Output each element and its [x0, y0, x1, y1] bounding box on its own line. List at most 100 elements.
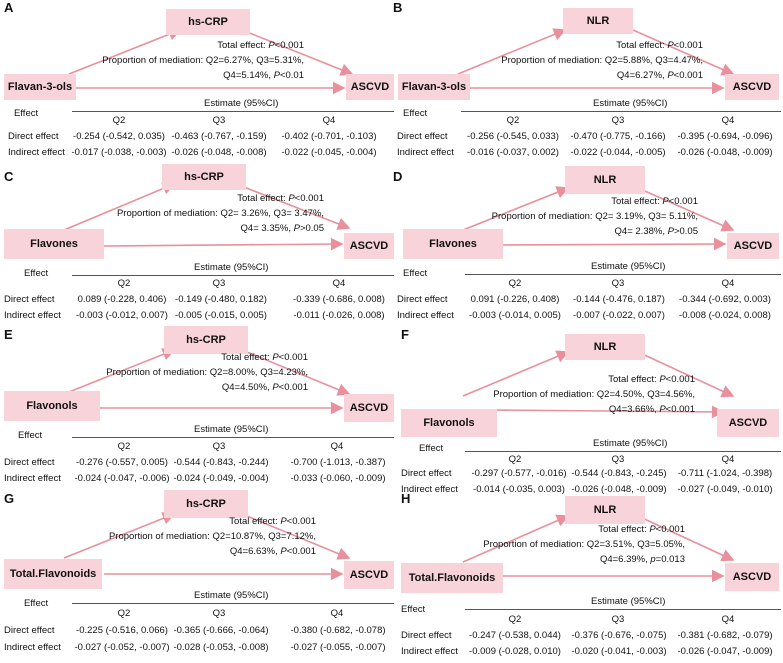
table-cell: -0.254 (-0.542, 0.035)	[73, 131, 165, 142]
table-rule	[72, 603, 394, 604]
table-cell: -0.027 (-0.049, -0.010)	[677, 484, 773, 495]
column-header: Q3	[212, 441, 226, 452]
column-header: Q2	[112, 115, 126, 126]
panel-b: B NLR Flavan-3-ols ASCVD Total effect: P…	[393, 0, 783, 165]
path-arrows	[68, 28, 354, 95]
panel-letter: F	[401, 327, 409, 342]
estimate-header: Estimate (95%CI)	[591, 596, 666, 607]
exposure-box: Flavones	[403, 229, 503, 259]
table-cell: -0.005 (-0.015, 0.005)	[175, 310, 267, 321]
stats-text: Total effect: P<0.001 Proportion of medi…	[106, 352, 308, 393]
exposure-box: Flavan-3-ols	[398, 74, 470, 100]
panel-letter: D	[393, 169, 403, 184]
table-cell: -0.402 (-0.701, -0.103)	[281, 131, 377, 142]
path-arrows	[462, 186, 735, 251]
row-label: Direct effect	[397, 131, 448, 142]
exposure-box: Flavonols	[401, 409, 497, 437]
table-cell: -0.028 (-0.053, -0.008)	[173, 642, 269, 653]
table-cell: -0.020 (-0.041, -0.003)	[571, 646, 667, 657]
table-cell: -0.022 (-0.045, -0.004)	[281, 147, 377, 158]
row-label: Indirect effect	[397, 310, 454, 321]
effect-header: Effect	[403, 268, 428, 279]
table-rule	[461, 111, 781, 112]
path-arrows	[462, 514, 735, 583]
estimate-header: Estimate (95%CI)	[194, 424, 269, 435]
column-header: Q2	[508, 278, 522, 289]
outcome-box: ASCVD	[725, 563, 779, 591]
estimate-header: Estimate (95%CI)	[194, 590, 269, 601]
table-cell: 0.091 (-0.226, 0.408)	[470, 294, 560, 305]
table-cell: -0.376 (-0.676, -0.075)	[571, 630, 667, 641]
column-header: Q3	[611, 115, 625, 126]
table-cell: -0.033 (-0.060, -0.009)	[290, 473, 386, 484]
column-header: Q4	[330, 441, 344, 452]
table-cell: -0.247 (-0.538, 0.044)	[469, 630, 561, 641]
row-label: Indirect effect	[401, 646, 458, 657]
table-cell: -0.339 (-0.686, 0.008)	[293, 294, 385, 305]
panel-f: F NLR Flavonols ASCVD Total effect: P<0.…	[393, 327, 783, 495]
row-label: Direct effect	[4, 457, 55, 468]
column-header: Q3	[212, 608, 226, 619]
row-label: Indirect effect	[4, 642, 61, 653]
table-cell: -0.003 (-0.012, 0.007)	[76, 310, 168, 321]
column-header: Q2	[506, 115, 520, 126]
panel-letter: E	[4, 327, 13, 342]
outcome-box: ASCVD	[346, 74, 394, 100]
column-header: Q2	[117, 441, 131, 452]
column-header: Q4	[721, 278, 735, 289]
table-cell: -0.027 (-0.052, -0.007)	[74, 642, 170, 653]
panel-c: C hs-CRP Flavones ASCVD Total effect: P<…	[4, 164, 394, 331]
table-cell: -0.544 (-0.843, -0.244)	[173, 457, 269, 468]
row-label: Direct effect	[397, 294, 448, 305]
row-label: Direct effect	[401, 630, 452, 641]
row-label: Direct effect	[4, 625, 55, 636]
table-cell: -0.027 (-0.055, -0.007)	[290, 642, 386, 653]
exposure-box: Flavones	[4, 229, 104, 259]
outcome-box: ASCVD	[727, 233, 779, 259]
panel-letter: B	[393, 0, 403, 15]
column-header: Q2	[117, 608, 131, 619]
table-cell: 0.089 (-0.228, 0.406)	[77, 294, 167, 305]
panel-a: A hs-CRP Flavan-3-ols ASCVD Total effect…	[4, 0, 394, 165]
table-cell: -0.011 (-0.026, 0.008)	[293, 310, 385, 321]
table-cell: -0.144 (-0.476, 0.187)	[573, 294, 665, 305]
table-cell: -0.014 (-0.035, 0.003)	[473, 484, 565, 495]
mediator-box: NLR	[565, 334, 645, 360]
row-label: Direct effect	[8, 131, 59, 142]
effect-header: Effect	[401, 604, 426, 615]
stats-text: Total effect: P<0.001 Proportion of medi…	[483, 524, 685, 565]
effect-header: Effect	[18, 430, 43, 441]
stats-text: Total effect: P<0.001 Proportion of medi…	[116, 193, 324, 234]
stats-text: Total effect: P<0.001 Proportion of medi…	[493, 374, 695, 415]
table-cell: -0.026 (-0.047, -0.009)	[677, 646, 773, 657]
outcome-box: ASCVD	[725, 74, 779, 100]
panel-letter: H	[401, 491, 411, 506]
estimate-header: Estimate (95%CI)	[593, 98, 668, 109]
table-cell: -0.463 (-0.767, -0.159)	[171, 131, 267, 142]
mediator-box: hs-CRP	[164, 490, 248, 518]
table-cell: -0.026 (-0.048, -0.008)	[171, 147, 267, 158]
column-header: Q2	[508, 614, 522, 625]
table-rule	[465, 274, 781, 275]
table-cell: -0.149 (-0.480, 0.182)	[175, 294, 267, 305]
row-label: Indirect effect	[8, 147, 65, 158]
exposure-box: Flavan-3-ols	[4, 74, 76, 100]
mediator-box: hs-CRP	[164, 326, 248, 354]
exposure-box: Flavonols	[4, 391, 100, 421]
outcome-box: ASCVD	[717, 409, 779, 437]
table-cell: -0.026 (-0.048, -0.009)	[571, 484, 667, 495]
panel-e: E hs-CRP Flavonols ASCVD Total effect: P…	[4, 326, 394, 495]
estimate-header: Estimate (95%CI)	[593, 438, 668, 449]
table-cell: -0.022 (-0.044, -0.005)	[570, 147, 666, 158]
row-label: Direct effect	[4, 294, 55, 305]
effect-header: Effect	[14, 108, 39, 119]
column-header: Q4	[322, 115, 336, 126]
table-cell: -0.009 (-0.028, 0.010)	[469, 646, 561, 657]
table-cell: -0.225 (-0.516, 0.066)	[76, 625, 168, 636]
column-header: Q4	[721, 115, 735, 126]
table-cell: -0.003 (-0.014, 0.005)	[469, 310, 561, 321]
path-arrows	[63, 182, 351, 251]
table-rule	[465, 609, 781, 610]
estimate-header: Estimate (95%CI)	[194, 262, 269, 273]
column-header: Q4	[332, 278, 346, 289]
